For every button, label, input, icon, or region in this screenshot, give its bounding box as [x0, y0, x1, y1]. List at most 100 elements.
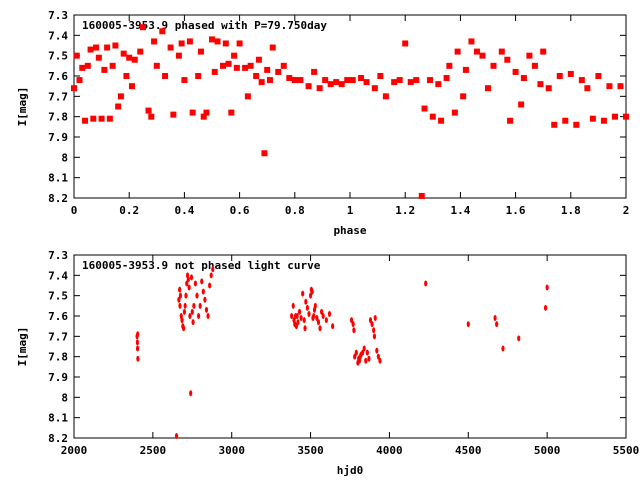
x-tick-label: 2000 [61, 444, 88, 457]
data-point [365, 349, 369, 356]
y-axis-label: I[mag] [16, 327, 29, 367]
data-point [429, 113, 436, 120]
data-point [443, 75, 450, 82]
chart-panel-2: 2000 2500 3000 3500 4000 4500 5000 5500 7.3 7.4 7.… [16, 249, 639, 477]
y-tick-label: 7.7 [48, 90, 68, 103]
y-tick-label: 8.2 [48, 432, 68, 445]
data-point [196, 313, 201, 319]
data-point [104, 44, 111, 51]
data-point [424, 280, 428, 287]
data-point [540, 48, 547, 55]
data-point [573, 121, 580, 128]
data-point [316, 85, 323, 92]
data-point [290, 313, 294, 319]
data-point [186, 38, 193, 45]
data-point [178, 302, 182, 309]
data-point [479, 52, 486, 59]
data-point [126, 54, 133, 61]
y-tick-label: 7.6 [48, 310, 68, 323]
data-point [242, 64, 249, 71]
data-point [512, 68, 519, 75]
data-point [295, 313, 299, 319]
data-point [349, 77, 356, 84]
data-point [454, 48, 461, 55]
data-point [167, 44, 174, 51]
data-point [321, 313, 325, 319]
data-point [153, 62, 160, 69]
data-point [178, 292, 183, 299]
x-tick-label: 0.4 [174, 204, 194, 217]
data-point [193, 280, 198, 287]
data-point [82, 117, 89, 124]
data-point [101, 66, 108, 73]
x-tick-label: 3500 [297, 444, 324, 457]
data-point [189, 109, 196, 116]
x-tick-label: 4000 [376, 444, 403, 457]
data-point [181, 77, 188, 84]
data-point [286, 75, 293, 82]
data-point [90, 115, 97, 122]
data-point [446, 62, 453, 69]
data-point [95, 54, 102, 61]
data-point [170, 111, 177, 118]
data-point [391, 79, 398, 86]
data-point [312, 313, 316, 319]
x-axis-label: phase [333, 224, 366, 237]
data-point [253, 73, 260, 79]
data-point [236, 40, 243, 47]
data-point [297, 77, 304, 84]
data-point [493, 315, 497, 322]
data-point [331, 323, 335, 330]
data-point [303, 325, 307, 332]
data-point [421, 105, 428, 112]
data-point [120, 50, 127, 57]
y-tick-label: 7.7 [48, 330, 68, 343]
data-point [299, 315, 303, 322]
data-point [351, 321, 355, 328]
data-point [372, 327, 376, 334]
data-point [382, 93, 389, 100]
y-tick-label: 7.9 [48, 131, 68, 144]
chart-panel-1: 0 0.2 0.4 0.6 0.8 1 1.2 1.4 1.6 1.8 2 7.3 7.4 7.5 7.6 7… [16, 9, 629, 237]
x-tick-label: 1.2 [395, 204, 415, 217]
x-tick-label: 3000 [218, 444, 245, 457]
data-point [504, 56, 511, 63]
chart-title: 160005-3953.9 phased with P=79.750day [82, 19, 327, 32]
data-point [531, 62, 538, 69]
data-point [595, 73, 602, 79]
data-point [275, 68, 282, 75]
data-point [159, 28, 166, 35]
data-point [140, 24, 146, 31]
data-point [377, 73, 384, 79]
data-point [322, 77, 329, 84]
data-point [296, 319, 300, 326]
data-point [520, 75, 527, 82]
data-point [313, 302, 317, 309]
data-point [543, 304, 548, 311]
data-point [197, 48, 204, 55]
data-point [352, 327, 356, 334]
data-point [311, 68, 318, 75]
data-point [189, 274, 194, 281]
data-point [255, 56, 262, 63]
data-point [209, 36, 215, 43]
data-point [466, 321, 470, 328]
data-point [244, 93, 251, 100]
data-point [371, 85, 378, 92]
data-point [302, 317, 306, 324]
data-point [269, 44, 276, 51]
data-point [84, 62, 91, 69]
data-point [231, 52, 238, 59]
data-point [187, 284, 191, 291]
data-point [178, 286, 182, 293]
y-tick-label: 7.3 [48, 249, 68, 262]
x-tick-label: 0 [71, 204, 78, 217]
data-point [195, 292, 199, 299]
data-point [117, 93, 124, 100]
data-point [195, 73, 202, 79]
data-point [362, 345, 366, 352]
data-point [324, 317, 328, 324]
data-point [291, 77, 298, 84]
data-point [291, 302, 295, 309]
